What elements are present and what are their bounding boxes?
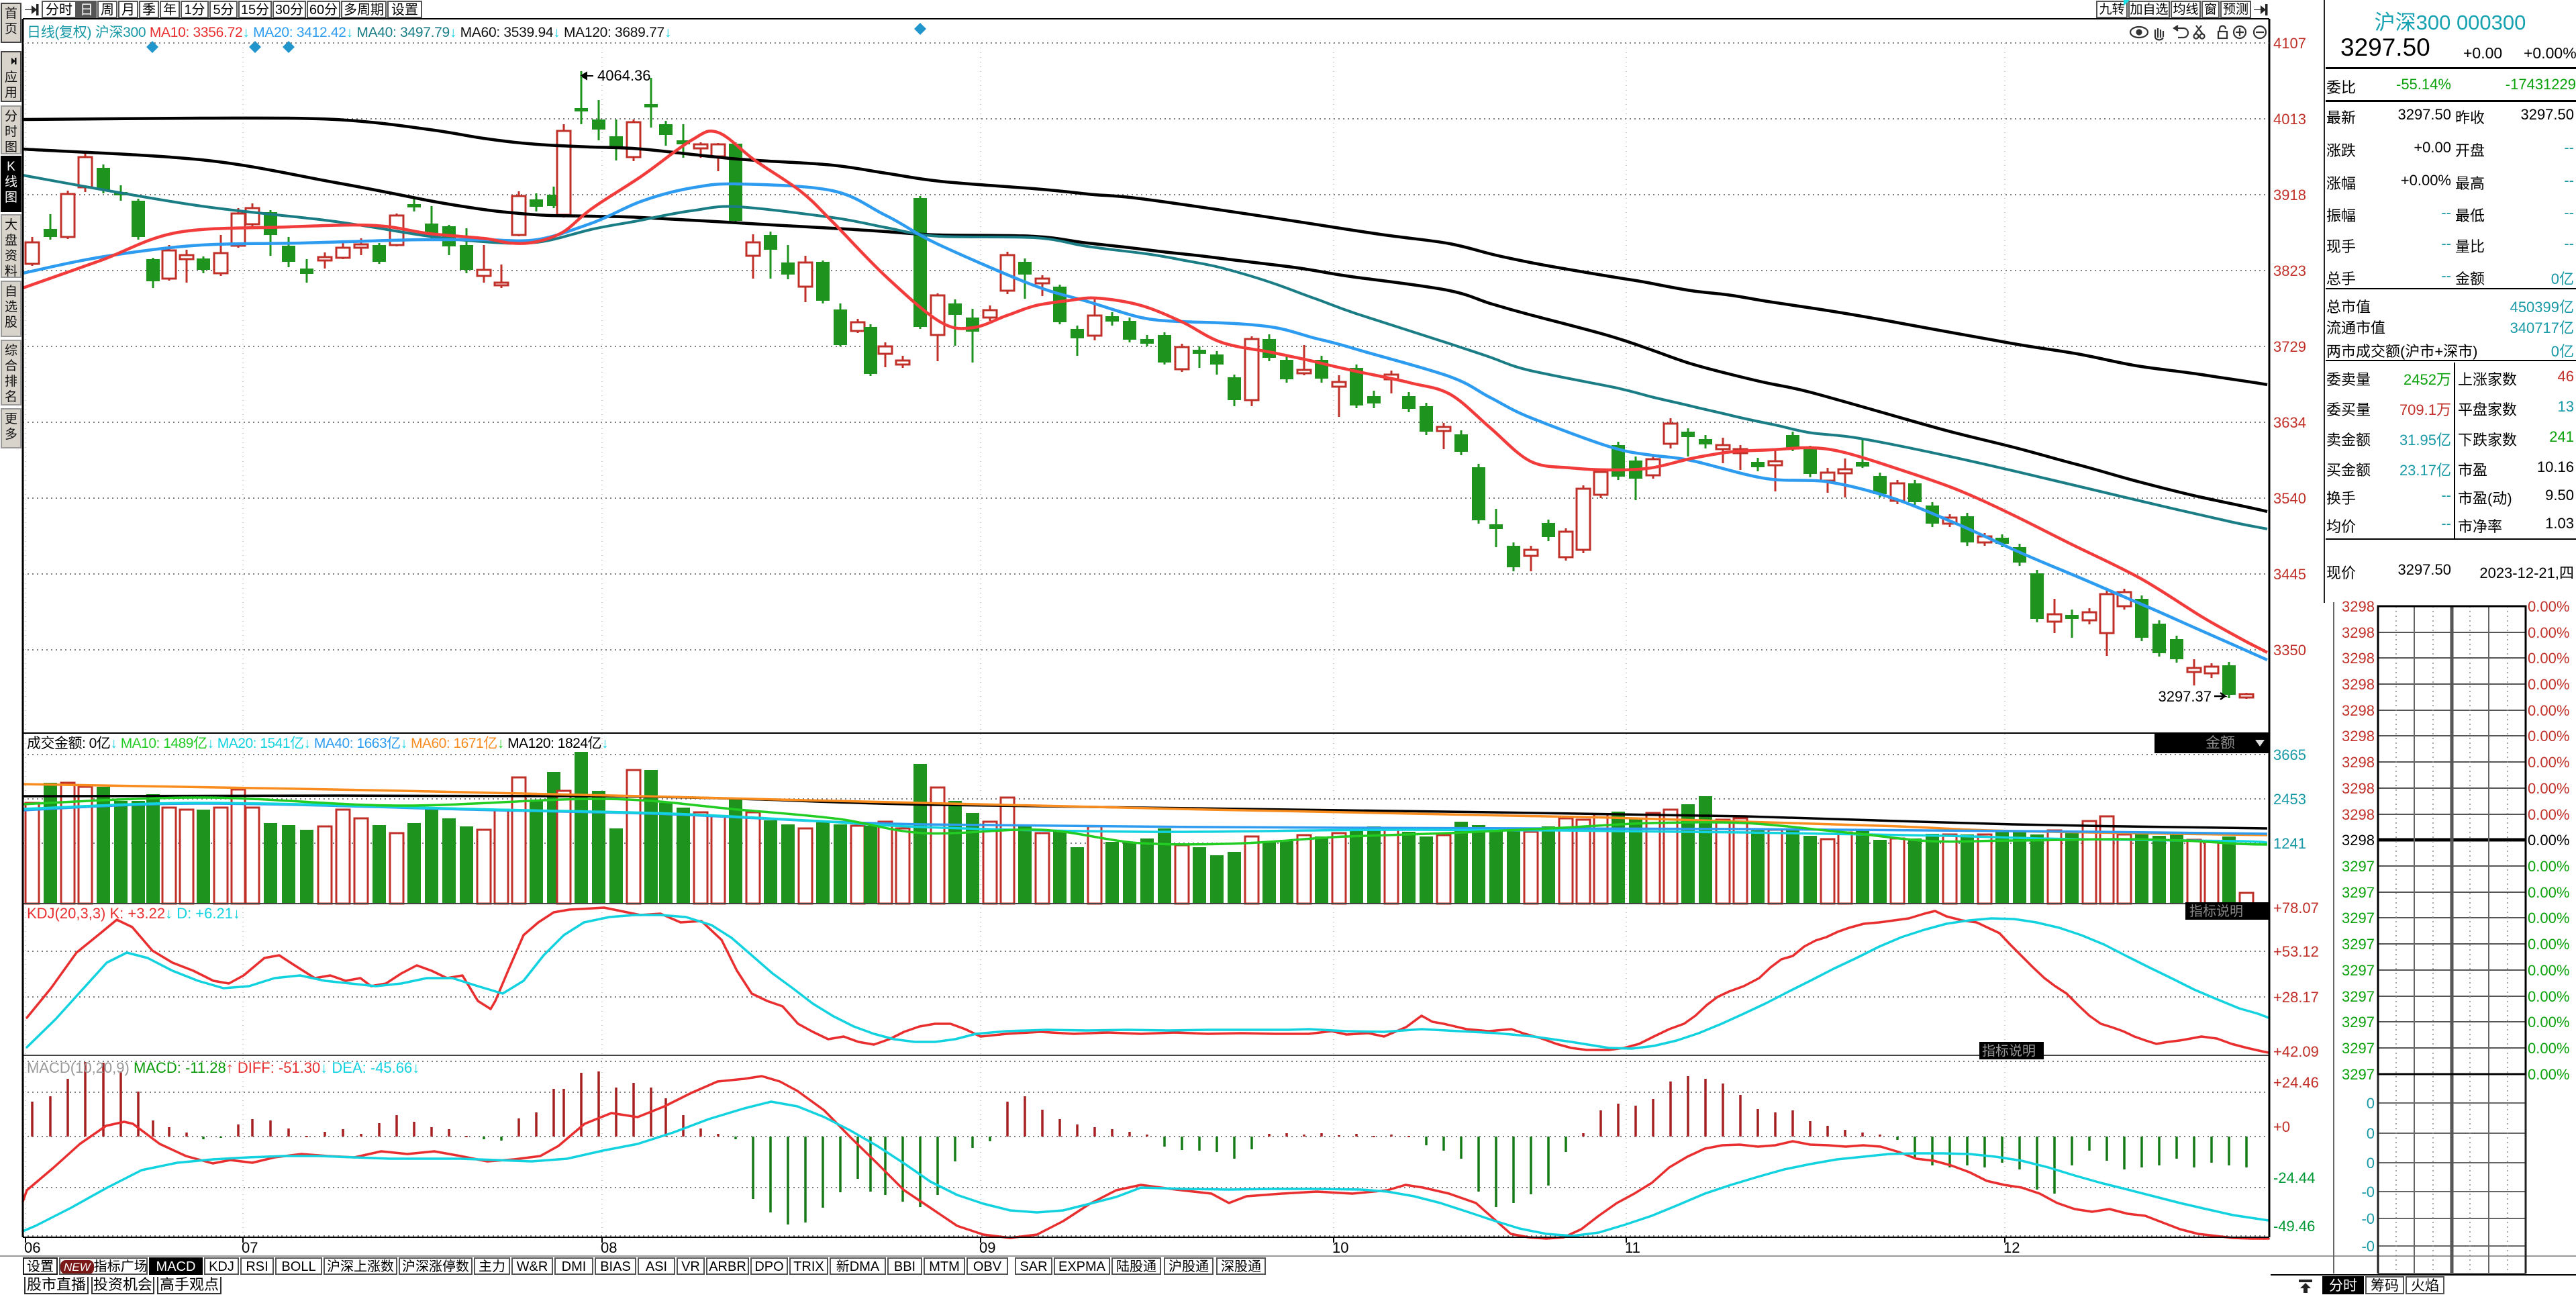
svg-text:09: 09: [979, 1239, 995, 1256]
svg-text:0.00%: 0.00%: [2528, 650, 2569, 667]
svg-text:0.00%: 0.00%: [2528, 1066, 2569, 1083]
svg-text:3298: 3298: [2342, 780, 2375, 797]
svg-text:3540: 3540: [2273, 490, 2306, 507]
svg-text:3297: 3297: [2342, 936, 2375, 953]
svg-text:0: 0: [2367, 1155, 2375, 1171]
svg-text:3298: 3298: [2342, 832, 2375, 849]
svg-text:指标说明: 指标说明: [1982, 1043, 2036, 1059]
svg-text:成交金额: 0亿↓ MA10: 1489亿↓ MA20: 1: 成交金额: 0亿↓ MA10: 1489亿↓ MA20: 1541亿↓ MA40…: [27, 736, 608, 751]
svg-text:+24.46: +24.46: [2273, 1074, 2319, 1091]
svg-text:3297: 3297: [2342, 1040, 2375, 1057]
svg-text:0.00%: 0.00%: [2528, 884, 2569, 901]
svg-text:4013: 4013: [2273, 111, 2306, 128]
svg-text:日线(复权) 沪深300 MA10: 3356.72↓ M: 日线(复权) 沪深300 MA10: 3356.72↓ MA20: 3412.4…: [27, 25, 671, 40]
svg-text:-0: -0: [2361, 1210, 2375, 1227]
svg-text:0: 0: [2367, 1125, 2375, 1142]
svg-text:2453: 2453: [2273, 791, 2306, 808]
svg-text:3298: 3298: [2342, 598, 2375, 615]
svg-text:3298: 3298: [2342, 676, 2375, 693]
svg-text:0.00%: 0.00%: [2528, 910, 2569, 926]
svg-text:指标说明: 指标说明: [2189, 904, 2243, 919]
svg-text:3297: 3297: [2342, 962, 2375, 979]
svg-text:-0: -0: [2361, 1184, 2375, 1200]
svg-text:1241: 1241: [2273, 835, 2306, 852]
svg-text:12: 12: [2003, 1239, 2020, 1256]
svg-text:3297.37: 3297.37: [2158, 688, 2212, 705]
svg-text:+53.12: +53.12: [2273, 943, 2319, 960]
svg-text:3445: 3445: [2273, 566, 2306, 583]
svg-text:3665: 3665: [2273, 747, 2306, 763]
svg-text:0.00%: 0.00%: [2528, 936, 2569, 953]
svg-text:3729: 3729: [2273, 338, 2306, 355]
svg-text:金额: 金额: [2206, 734, 2235, 751]
svg-text:0.00%: 0.00%: [2528, 598, 2569, 615]
svg-text:3297: 3297: [2342, 884, 2375, 901]
svg-text:MACD(10,20,9) MACD: -11.28↑ DI: MACD(10,20,9) MACD: -11.28↑ DIFF: -51.30…: [27, 1059, 419, 1076]
svg-text:0.00%: 0.00%: [2528, 1014, 2569, 1030]
svg-text:3298: 3298: [2342, 624, 2375, 641]
svg-text:+28.17: +28.17: [2273, 989, 2319, 1006]
svg-text:3297: 3297: [2342, 1014, 2375, 1030]
svg-text:3297: 3297: [2342, 1066, 2375, 1083]
svg-text:-49.46: -49.46: [2273, 1218, 2315, 1235]
svg-text:3298: 3298: [2342, 806, 2375, 823]
svg-text:0.00%: 0.00%: [2528, 702, 2569, 719]
svg-text:0.00%: 0.00%: [2528, 728, 2569, 744]
svg-text:3823: 3823: [2273, 262, 2306, 279]
svg-text:07: 07: [242, 1239, 258, 1256]
svg-text:0.00%: 0.00%: [2528, 988, 2569, 1005]
svg-text:11: 11: [1625, 1239, 1640, 1256]
svg-text:0.00%: 0.00%: [2528, 1040, 2569, 1057]
svg-text:3350: 3350: [2273, 642, 2306, 659]
svg-text:-0: -0: [2361, 1238, 2375, 1255]
svg-text:-24.44: -24.44: [2273, 1169, 2315, 1186]
svg-text:0.00%: 0.00%: [2528, 754, 2569, 771]
svg-text:0: 0: [2367, 1095, 2375, 1112]
svg-text:3297: 3297: [2342, 858, 2375, 875]
svg-text:+78.07: +78.07: [2273, 900, 2319, 916]
svg-text:4064.36: 4064.36: [597, 67, 651, 84]
svg-text:3634: 3634: [2273, 414, 2306, 431]
svg-text:3297: 3297: [2342, 988, 2375, 1005]
svg-text:+42.09: +42.09: [2273, 1043, 2319, 1060]
svg-text:3918: 3918: [2273, 187, 2306, 203]
svg-text:0.00%: 0.00%: [2528, 858, 2569, 875]
svg-text:3298: 3298: [2342, 754, 2375, 771]
svg-text:0.00%: 0.00%: [2528, 624, 2569, 641]
svg-text:0.00%: 0.00%: [2528, 780, 2569, 797]
svg-text:3297: 3297: [2342, 910, 2375, 926]
svg-text:0.00%: 0.00%: [2528, 676, 2569, 693]
svg-text:+0: +0: [2273, 1118, 2290, 1135]
svg-text:08: 08: [601, 1239, 617, 1256]
svg-text:0.00%: 0.00%: [2528, 962, 2569, 979]
svg-text:0.00%: 0.00%: [2528, 832, 2569, 849]
svg-text:3298: 3298: [2342, 650, 2375, 667]
svg-text:10: 10: [1332, 1239, 1348, 1256]
svg-text:3298: 3298: [2342, 702, 2375, 719]
svg-text:4107: 4107: [2273, 35, 2306, 52]
svg-text:KDJ(20,3,3) K: +3.22↓ D: +6.21: KDJ(20,3,3) K: +3.22↓ D: +6.21↓: [27, 905, 240, 922]
svg-text:06: 06: [24, 1239, 40, 1256]
svg-text:3298: 3298: [2342, 728, 2375, 744]
svg-text:0.00%: 0.00%: [2528, 806, 2569, 823]
